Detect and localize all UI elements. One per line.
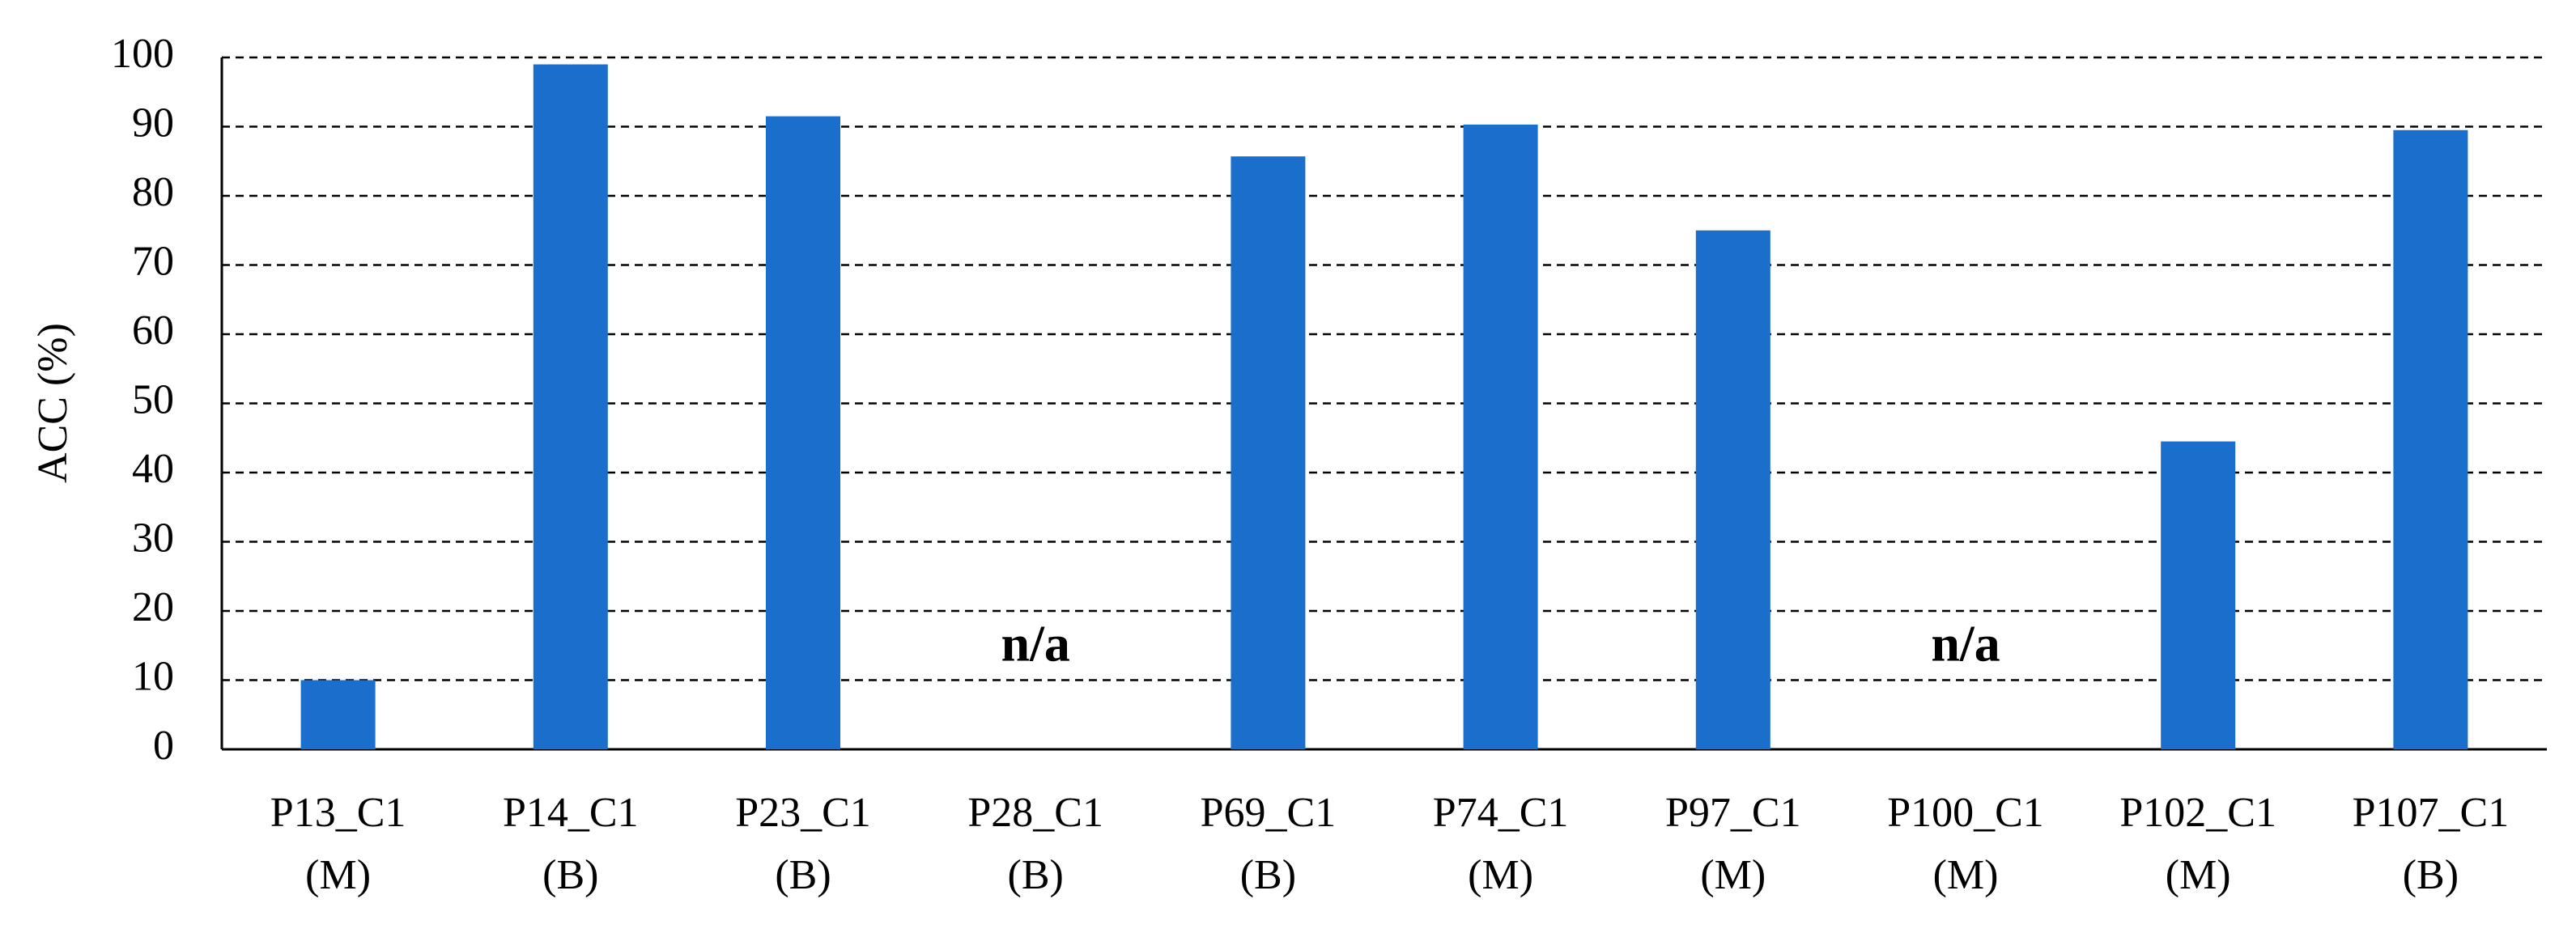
x-tick-label: (M) <box>305 852 371 898</box>
y-tick-label: 10 <box>132 653 174 699</box>
bar <box>766 116 840 750</box>
x-tick-label: P28_C1 <box>967 790 1103 836</box>
y-tick-label: 70 <box>132 238 174 284</box>
y-tick-label: 40 <box>132 446 174 492</box>
x-tick-label: (B) <box>2403 852 2459 898</box>
x-tick-label: P14_C1 <box>503 790 639 836</box>
x-tick-label: P23_C1 <box>735 790 871 836</box>
bar <box>1695 230 1770 749</box>
value-label: n/a <box>1001 615 1070 672</box>
y-tick-label: 60 <box>132 307 174 354</box>
bar <box>1231 156 1306 749</box>
x-tick-label: P107_C1 <box>2353 790 2510 836</box>
x-tick-label: (B) <box>775 852 831 898</box>
x-tick-label: (M) <box>1468 852 1533 898</box>
y-tick-label: 50 <box>132 376 174 422</box>
y-tick-label: 90 <box>132 100 174 146</box>
x-tick-label: (M) <box>2166 852 2231 898</box>
bar <box>300 680 376 749</box>
y-tick-label: 30 <box>132 515 174 561</box>
x-tick-label: (M) <box>1933 852 1999 898</box>
y-tick-label: 20 <box>132 584 174 630</box>
y-tick-label: 0 <box>153 723 174 769</box>
x-tick-label: P102_C1 <box>2119 790 2276 836</box>
y-tick-label: 100 <box>111 31 174 77</box>
bar <box>2393 129 2468 749</box>
y-axis-label: ACC (%) <box>30 323 76 483</box>
value-label: n/a <box>1931 615 2000 672</box>
bar <box>1463 124 1538 749</box>
x-tick-label: P74_C1 <box>1433 790 1569 836</box>
bar <box>533 64 608 750</box>
x-tick-label: P97_C1 <box>1665 790 1801 836</box>
x-tick-label: P100_C1 <box>1887 790 2044 836</box>
x-tick-label: (B) <box>1008 852 1064 898</box>
x-tick-label: P69_C1 <box>1201 790 1337 836</box>
x-tick-label: (B) <box>1240 852 1296 898</box>
x-tick-label: P13_C1 <box>270 790 406 836</box>
y-tick-label: 80 <box>132 169 174 215</box>
bar <box>2161 441 2236 749</box>
x-tick-label: (M) <box>1700 852 1766 898</box>
x-tick-label: (B) <box>542 852 598 898</box>
